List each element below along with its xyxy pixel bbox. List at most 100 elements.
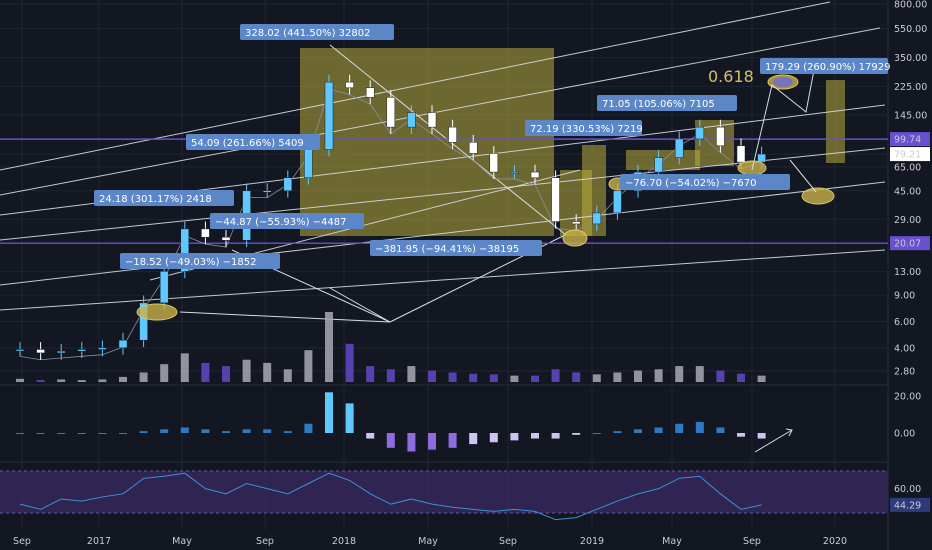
candle-body[interactable] [15,349,25,352]
measure-tag-box [120,253,280,269]
macd-histogram-bar [592,433,601,434]
candle-body[interactable] [386,97,396,128]
candle-body[interactable] [159,271,169,304]
volume-bar [634,370,642,382]
volume-bar [592,374,601,382]
measure-tag-box [525,120,642,136]
rsi-line [19,472,762,521]
candle-body[interactable] [530,171,540,179]
candle-body[interactable] [98,347,107,350]
price-axis-label: 6.00 [894,317,915,328]
candle-body[interactable] [201,228,210,238]
volume-bar [242,359,251,382]
macd-histogram-bar [737,433,745,437]
macd-histogram-bar [77,433,86,434]
candle-body[interactable] [324,81,334,150]
measure-tag-text: 72.19 (330.53%) 7219 [530,124,643,135]
time-axis-label: 2018 [332,536,356,547]
macd-histogram-bar [304,423,313,433]
candle-body[interactable] [448,126,457,143]
rsi-axis-label: 60.00 [894,484,921,495]
candle-body[interactable] [365,87,375,98]
macd-histogram-bar [510,433,519,441]
volume-bar [737,373,745,382]
macd-histogram-bar [283,431,292,433]
candle-body[interactable] [571,221,581,225]
macd-histogram-bar [180,427,189,433]
measure-tag-box [186,134,320,150]
candle-body[interactable] [551,177,560,222]
candle-body[interactable] [736,145,746,163]
volume-bar [613,372,622,382]
macd-histogram-bar [201,429,210,433]
candle-body[interactable] [489,153,499,173]
price-axis-marker [890,132,930,147]
candle-body[interactable] [716,126,725,147]
candle-body[interactable] [674,138,684,158]
time-axis-label: May [418,536,438,547]
volume-bar [16,378,24,382]
candle-body[interactable] [427,112,437,128]
macd-histogram-bar [263,429,272,433]
candle-body[interactable] [407,112,416,128]
price-axis-marker [890,236,930,251]
candle-body[interactable] [510,171,519,174]
trend-channel-line [0,1,831,171]
measure-tag-text: 54.09 (261.66%) 5409 [191,138,304,149]
volume-bar [675,366,684,382]
volume-bar [139,372,148,382]
volume-bar [201,362,210,382]
candle-body[interactable] [613,190,622,214]
candle-body[interactable] [695,126,705,140]
candle-body[interactable] [118,339,128,349]
candle-body[interactable] [345,81,354,89]
time-axis-label: May [172,536,192,547]
macd-histogram-bar [675,423,684,433]
volume-bar [366,366,375,382]
candle-body[interactable] [468,142,478,154]
volume-bar [98,379,107,382]
rsi-value-label: 44.29 [894,500,921,511]
macd-histogram-bar [36,433,45,434]
candle-body[interactable] [77,349,87,352]
candle-body[interactable] [304,149,313,179]
measure-tag-box [370,240,542,256]
candle-body[interactable] [56,350,66,354]
candle-body[interactable] [757,153,766,163]
measure-tag-box [240,24,394,40]
trend-channel-line [0,249,886,311]
macd-histogram-bar [222,431,230,433]
price-axis-label: 79.21 [894,150,921,161]
macd-histogram-bar [16,433,24,434]
measure-tag-box [597,95,737,111]
macd-histogram-bar [57,433,66,434]
candle-body[interactable] [654,157,663,173]
volume-bar [428,370,436,382]
volume-bar [716,370,725,382]
macd-axis-label: 0.00 [894,429,915,440]
candle-body[interactable] [139,302,148,341]
candle-body[interactable] [592,212,602,225]
macd-histogram-bar [489,433,498,443]
candle-body[interactable] [36,349,45,354]
price-axis-label: 800.00 [894,0,927,11]
volume-bar [325,312,333,382]
price-axis-label: 145.00 [894,110,927,121]
volume-bar [180,353,189,382]
macd-histogram-bar [551,433,560,439]
candle-body[interactable] [262,190,272,193]
macd-histogram-bar [325,392,333,433]
trend-channel-line [0,147,886,241]
volume-bar [36,380,45,382]
candle-body[interactable] [221,236,231,241]
candle-body[interactable] [180,228,190,272]
volume-bar [510,375,519,382]
measure-tag-text: −76.70 (−54.02%) −7670 [625,178,757,189]
projection-arrow [751,69,815,171]
macd-histogram-bar [428,433,436,450]
macd-axis-label: 20.00 [894,392,921,403]
macd-histogram-bar [119,433,127,434]
macd-histogram-bar [469,433,478,445]
candle-body[interactable] [283,177,293,192]
